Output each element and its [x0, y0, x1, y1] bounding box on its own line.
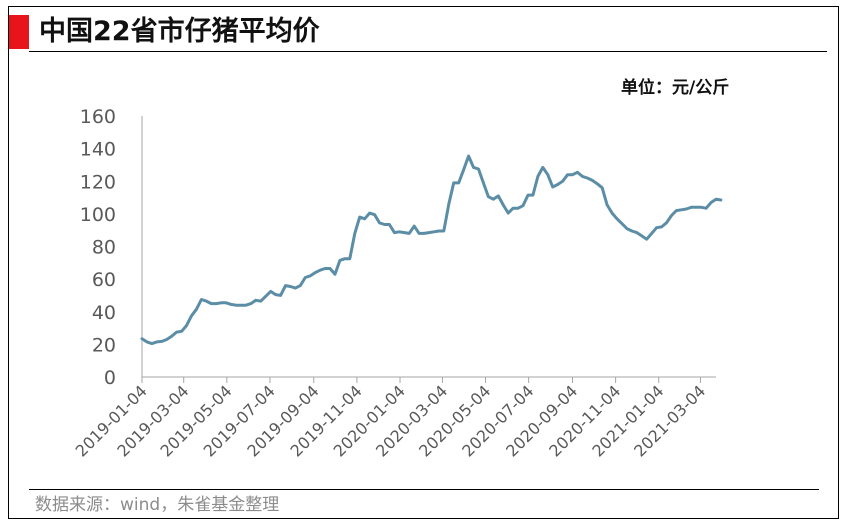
- y-tick-label: 120: [80, 171, 116, 193]
- y-tick-label: 0: [104, 367, 116, 389]
- chart-title: 中国22省市仔猪平均价: [39, 16, 320, 47]
- series-layer: [140, 154, 723, 346]
- unit-label: 单位：元/公斤: [621, 78, 730, 98]
- y-tick-label: 40: [92, 302, 116, 324]
- line-chart: 0 20 40 60 80 100 120 140 160 2019-01-042019-03-…: [72, 106, 723, 461]
- y-axis: 0 20 40 60 80 100 120 140 160: [80, 106, 143, 389]
- y-tick-label: 20: [92, 334, 116, 356]
- chart-frame: 中国22省市仔猪平均价 单位：元/公斤 0 20 40 60 80 100 120 140 16…: [8, 6, 839, 519]
- y-tick-label: 140: [80, 139, 116, 161]
- x-axis: 2019-01-042019-03-042019-05-042019-07-04…: [72, 376, 716, 461]
- title-accent-bar: [9, 15, 29, 49]
- source-note: 数据来源：wind，朱雀基金整理: [35, 495, 280, 515]
- series-line-piglet-price: [140, 154, 723, 346]
- footer-divider: [29, 489, 819, 490]
- y-tick-label: 160: [80, 106, 116, 128]
- y-tick-label: 60: [92, 269, 116, 291]
- y-tick-label: 80: [92, 237, 116, 259]
- y-tick-label: 100: [80, 204, 116, 226]
- title-underline: [29, 51, 827, 52]
